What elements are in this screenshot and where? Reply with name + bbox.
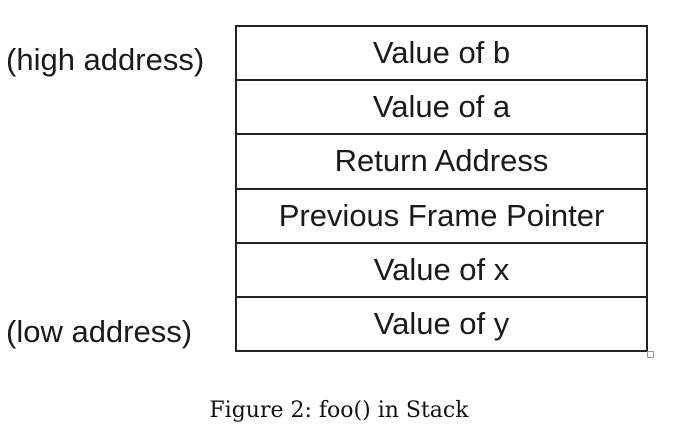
high-address-label: (high address) [6,42,205,77]
stack-cell-value-of-y: Value of y [373,305,510,341]
low-address-label: (low address) [6,314,193,349]
resize-handle[interactable] [647,351,654,358]
stack-cell-previous-frame-pointer: Previous Frame Pointer [237,190,646,244]
stack-cell-return-address: Return Address [237,135,646,190]
figure-caption: Figure 2: foo() in Stack [209,398,469,423]
stack-diagram: Value of b Value of a Return Address Pre… [235,25,648,352]
stack-cell-value-of-a: Value of a [237,81,646,136]
stack-cell-value-of-x: Value of x [237,244,646,298]
stack-cell-value-of-b: Value of b [237,27,646,82]
